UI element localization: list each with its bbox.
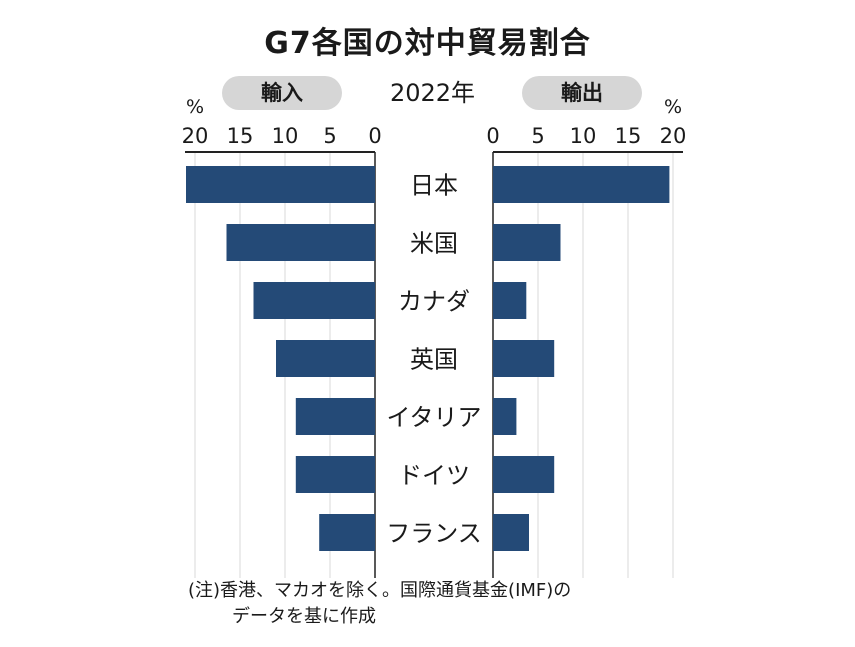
category-label: 米国 [410,230,458,258]
source-note-line-2: データを基に作成 [232,606,376,627]
tick-label-import: 5 [323,124,336,148]
bar-import [226,224,375,261]
category-label: フランス [386,520,482,548]
unit-label-import: % [186,96,204,118]
category-label: ドイツ [398,462,470,490]
bar-export [493,224,561,261]
tick-label-export: 10 [570,124,597,148]
year-label: 2022年 [389,79,476,107]
tick-label-export: 0 [486,124,499,148]
bar-import [319,514,375,551]
gridlines [194,152,674,578]
source-note-line-1: (注)香港、マカオを除く。国際通貨基金(IMF)の [188,580,572,601]
tick-label-export: 5 [531,124,544,148]
bar-import [295,398,375,435]
unit-label-export: % [664,96,682,118]
tick-label-import: 10 [272,124,299,148]
category-label: イタリア [386,404,481,432]
bar-export [493,282,527,319]
bar-import [295,456,375,493]
chart-title: G7各国の対中貿易割合 [264,26,591,61]
tick-label-export: 20 [660,124,687,148]
bar-export [493,514,529,551]
bar-export [493,340,555,377]
tick-label-import: 15 [227,124,254,148]
bar-import [186,166,375,203]
tick-label-import: 0 [368,124,381,148]
category-label: 英国 [410,346,458,374]
export-legend-pill: 輸出 [522,76,642,110]
axes: 0 0 5 5 10 10 15 15 20 20%% [182,96,687,578]
bars [186,166,670,551]
import-legend-pill: 輸入 [222,76,342,110]
tick-label-import: 20 [182,124,209,148]
bar-export [493,166,670,203]
category-label: 日本 [410,172,458,200]
bar-export [493,398,517,435]
bar-import [253,282,375,319]
bar-export [493,456,555,493]
category-label: カナダ [398,288,470,316]
tick-label-export: 15 [615,124,642,148]
bar-import [276,340,375,377]
